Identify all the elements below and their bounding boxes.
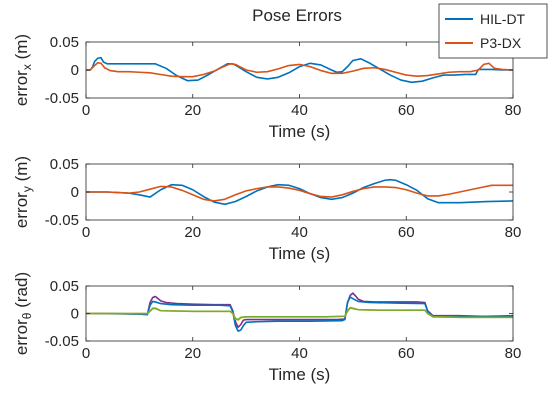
y-tick-label: 0	[71, 306, 79, 323]
y-tick-label: -0.05	[45, 90, 79, 107]
series-line-p3-dx	[86, 61, 513, 78]
x-tick-label: 80	[505, 224, 522, 241]
y-axis-label: errorx (m)	[12, 34, 34, 106]
x-tick-label: 80	[505, 345, 522, 362]
x-axis-label: Time (s)	[269, 122, 331, 141]
y-tick-label: 0	[71, 62, 79, 79]
series-line-4	[86, 307, 513, 321]
x-tick-label: 0	[82, 345, 90, 362]
series-line-1	[86, 292, 513, 329]
x-axis-label: Time (s)	[269, 244, 331, 263]
x-axis-label: Time (s)	[269, 365, 331, 384]
y-axis-label: errorθ (rad)	[12, 272, 34, 355]
y-tick-label: 0	[71, 184, 79, 201]
x-tick-label: 20	[184, 345, 201, 362]
x-tick-label: 60	[398, 102, 415, 119]
legend-label-p3-dx: P3-DX	[480, 35, 522, 51]
x-tick-label: 40	[291, 345, 308, 362]
x-tick-label: 60	[398, 345, 415, 362]
x-tick-label: 40	[291, 224, 308, 241]
series-line-hil-dt	[86, 178, 513, 206]
y-tick-label: -0.05	[45, 212, 79, 229]
y-tick-label: 0.05	[50, 34, 79, 51]
x-tick-label: 60	[398, 224, 415, 241]
y-axis-label: errory (m)	[12, 156, 34, 228]
y-tick-label: -0.05	[45, 333, 79, 350]
series-line-hil-dt	[86, 56, 513, 84]
x-tick-label: 0	[82, 224, 90, 241]
legend-box	[438, 3, 548, 59]
x-tick-label: 80	[505, 102, 522, 119]
legend-label-hil-dt: HIL-DT	[480, 11, 526, 27]
x-tick-label: 20	[184, 102, 201, 119]
y-tick-label: 0.05	[50, 156, 79, 173]
y-tick-label: 0.05	[50, 278, 79, 295]
figure-title: Pose Errors	[252, 6, 342, 25]
x-tick-label: 20	[184, 224, 201, 241]
series-line-p3-dx	[86, 184, 513, 202]
x-tick-label: 0	[82, 102, 90, 119]
x-tick-label: 40	[291, 102, 308, 119]
legend: HIL-DT P3-DX	[438, 3, 548, 59]
series-line-2	[86, 296, 513, 332]
